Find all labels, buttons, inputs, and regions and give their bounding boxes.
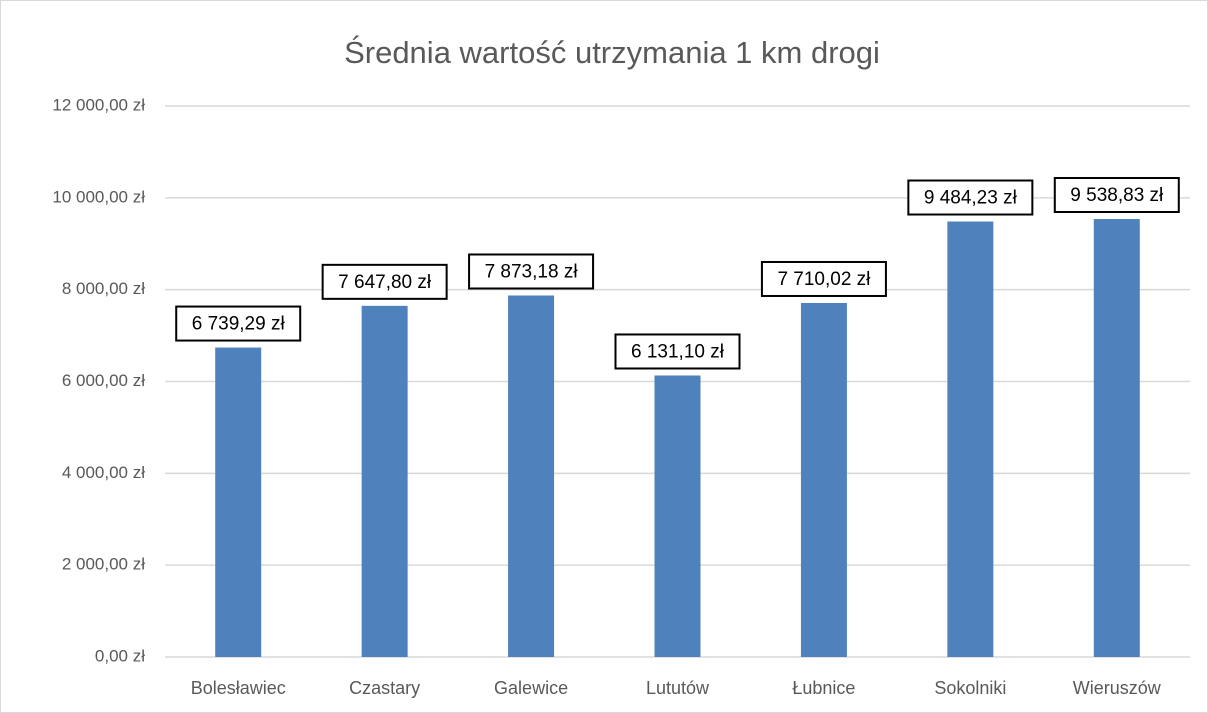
- value-label-box: [1053, 177, 1180, 214]
- value-label: 9 484,23 zł: [924, 188, 1018, 209]
- bar: [800, 302, 847, 657]
- bar: [947, 221, 994, 657]
- y-tick-label: 12 000,00 zł: [52, 95, 145, 114]
- bar: [508, 295, 555, 657]
- y-tick-label: 2 000,00 zł: [62, 555, 145, 574]
- y-tick-label: 4 000,00 zł: [62, 463, 145, 482]
- value-label-box: [760, 260, 887, 297]
- x-tick-label: Bolesławiec: [191, 678, 286, 698]
- value-label: 6 739,29 zł: [192, 314, 286, 335]
- value-label: 7 710,02 zł: [777, 269, 871, 290]
- y-tick-label: 8 000,00 zł: [62, 279, 145, 298]
- y-tick-label: 6 000,00 zł: [62, 371, 145, 390]
- x-tick-label: Galewice: [494, 678, 568, 698]
- chart-title: Średnia wartość utrzymania 1 km drogi: [344, 34, 880, 70]
- y-tick-label: 0,00 zł: [95, 646, 145, 665]
- value-label: 9 538,83 zł: [1070, 185, 1164, 206]
- x-tick-label: Czastary: [349, 678, 420, 698]
- x-tick-label: Sokolniki: [934, 678, 1006, 698]
- x-tick-label: Lututów: [646, 678, 710, 698]
- bar: [215, 347, 262, 657]
- x-tick-label: Łubnice: [792, 678, 855, 698]
- value-label-box: [614, 333, 741, 370]
- value-label-box: [321, 263, 448, 300]
- value-label: 7 873,18 zł: [485, 262, 579, 283]
- value-label-box: [175, 305, 302, 342]
- bar: [361, 305, 408, 657]
- value-label: 6 131,10 zł: [631, 341, 725, 362]
- value-label-box: [907, 179, 1034, 216]
- bar: [1093, 219, 1140, 657]
- value-label: 7 647,80 zł: [338, 272, 432, 293]
- y-tick-label: 10 000,00 zł: [52, 187, 145, 206]
- value-label-box: [468, 253, 595, 290]
- bar: [654, 375, 701, 657]
- x-tick-label: Wieruszów: [1073, 678, 1162, 698]
